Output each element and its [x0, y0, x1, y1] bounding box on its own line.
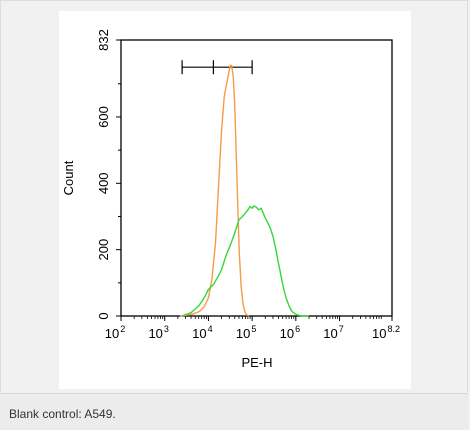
series-line-orange: [179, 64, 250, 317]
x-tick-label: 106: [280, 324, 300, 341]
x-tick-label: 108.2: [372, 324, 400, 341]
y-tick-label: 400: [96, 172, 111, 194]
y-tick-label: 832: [96, 29, 111, 51]
x-tick-label: 107: [323, 324, 343, 341]
plot-frame: [120, 39, 393, 317]
figure-caption: Blank control: A549.: [9, 407, 116, 421]
y-tick-label: 600: [96, 106, 111, 128]
x-axis-ticks: 102 103 104 105 106 107 108.2: [105, 316, 400, 341]
y-axis-label: Count: [61, 160, 76, 195]
x-tick-label: 104: [192, 324, 212, 341]
plot-panel: 0 200 400 600 832 102 103 104 105 106 107 108.2 Co…: [59, 11, 411, 389]
x-tick-label: 105: [236, 324, 256, 341]
x-tick-label: 103: [148, 324, 168, 341]
y-tick-label: 0: [96, 312, 111, 319]
x-tick-label: 102: [105, 324, 125, 341]
y-tick-label: 200: [96, 239, 111, 261]
figure-card: 0 200 400 600 832 102 103 104 105 106 107 108.2 Co…: [0, 0, 468, 392]
gate-marker: [181, 60, 253, 75]
caption-bar: Blank control: A549.: [0, 393, 468, 430]
series-line-green: [181, 205, 309, 317]
flow-cytometry-histogram: 0 200 400 600 832 102 103 104 105 106 107 108.2 Co…: [61, 29, 400, 370]
series-lines: [179, 64, 309, 317]
y-axis-ticks: 0 200 400 600 832: [96, 29, 121, 320]
x-axis-label: PE-H: [241, 355, 272, 370]
